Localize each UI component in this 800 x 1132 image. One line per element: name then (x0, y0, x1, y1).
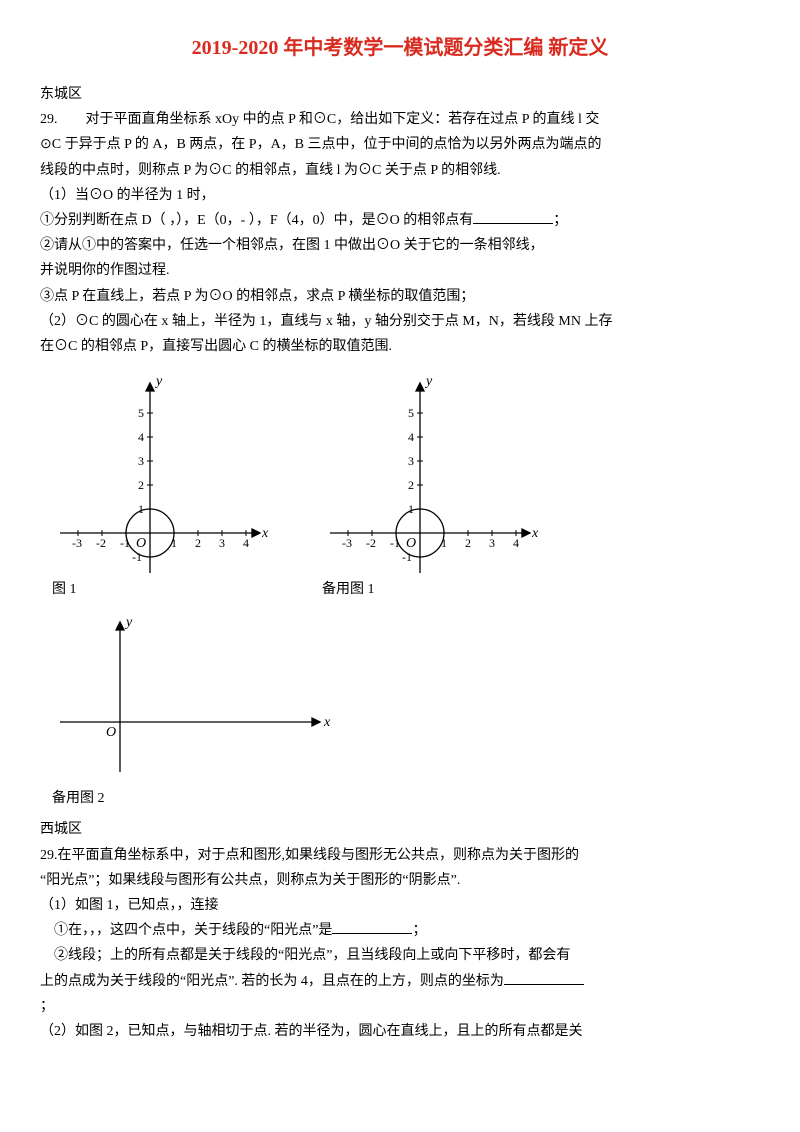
svg-text:-3: -3 (72, 536, 82, 550)
question-b: 29.在平面直角坐标系中，对于点和图形,如果线段与图形无公共点，则称点为关于图形… (40, 843, 760, 1045)
doc-title: 2019-2020 年中考数学一模试题分类汇编 新定义 (40, 30, 760, 66)
svg-text:O: O (106, 725, 116, 740)
p1: ⊙C 于异于点 P 的 A，B 两点，在 P，A，B 三点中，位于中间的点恰为以… (40, 137, 602, 152)
pb2: （1）如图 1，已知点，，连接 (40, 898, 219, 913)
caption-3: 备用图 2 (40, 786, 760, 811)
svg-text:2: 2 (408, 478, 414, 492)
p3: （1）当⊙O 的半径为 1 时， (40, 188, 215, 203)
pb6: ； (40, 999, 54, 1014)
svg-text:4: 4 (138, 430, 144, 444)
svg-text:x: x (531, 526, 539, 541)
p4: ①分别判断在点 D（ ，），E（0，- ），F（4，0）中，是⊙O 的相邻点有 (40, 213, 473, 228)
blank-1[interactable] (473, 209, 553, 224)
q-num: 29. (40, 112, 58, 127)
caption-2: 备用图 1 (310, 577, 540, 602)
p9: 在⊙C 的相邻点 P，直接写出圆心 C 的横坐标的取值范围. (40, 339, 392, 354)
svg-text:-3: -3 (342, 536, 352, 550)
p6: 并说明你的作图过程. (40, 263, 170, 278)
coord-graph-1: x y -3 -2 -1 1 2 3 4 -1 (40, 373, 270, 573)
svg-text:O: O (406, 536, 416, 551)
p0: 对于平面直角坐标系 xOy 中的点 P 和⊙C，给出如下定义：若存在过点 P 的… (58, 112, 600, 127)
svg-text:-2: -2 (96, 536, 106, 550)
svg-text:x: x (323, 715, 331, 730)
qb-num: 29. (40, 848, 58, 863)
svg-text:2: 2 (195, 536, 201, 550)
pb5: 上的点成为关于线段的“阳光点”. 若的长为 4，且点在的上方，则点的坐标为 (40, 974, 504, 989)
blank-2[interactable] (332, 919, 412, 934)
section-b-header: 西城区 (40, 817, 760, 842)
p2: 线段的中点时，则称点 P 为⊙C 的相邻点，直线 l 为⊙C 关于点 P 的相邻… (40, 163, 501, 178)
pb0: 在平面直角坐标系中，对于点和图形,如果线段与图形无公共点，则称点为关于图形的 (58, 848, 580, 863)
coord-graph-3: x y O (40, 612, 340, 782)
graphs-row-2: x y O 备用图 2 (40, 612, 760, 811)
svg-text:x: x (261, 526, 269, 541)
pb7: （2）如图 2，已知点，与轴相切于点. 若的半径为，圆心在直线上，且上的所有点都… (40, 1024, 583, 1039)
svg-text:y: y (124, 615, 133, 630)
svg-text:1: 1 (138, 502, 144, 516)
svg-text:-1: -1 (402, 550, 412, 564)
svg-text:5: 5 (408, 406, 414, 420)
graph-2-block: x y -3 -2 -1 1 2 3 4 -1 -2 1 2 (310, 373, 540, 602)
svg-text:2: 2 (465, 536, 471, 550)
graph-3-block: x y O 备用图 2 (40, 612, 760, 811)
svg-text:2: 2 (138, 478, 144, 492)
p7: ③点 P 在直线上，若点 P 为⊙O 的相邻点，求点 P 横坐标的取值范围； (40, 289, 474, 304)
svg-text:3: 3 (219, 536, 225, 550)
svg-text:5: 5 (138, 406, 144, 420)
svg-text:-2: -2 (366, 536, 376, 550)
graphs-row-1: x y -3 -2 -1 1 2 3 4 -1 (40, 373, 760, 602)
svg-text:3: 3 (138, 454, 144, 468)
question-a: 29. 对于平面直角坐标系 xOy 中的点 P 和⊙C，给出如下定义：若存在过点… (40, 107, 760, 359)
coord-graph-2: x y -3 -2 -1 1 2 3 4 -1 -2 1 2 (310, 373, 540, 573)
svg-text:4: 4 (243, 536, 249, 550)
p5: ②请从①中的答案中，任选一个相邻点，在图 1 中做出⊙O 关于它的一条相邻线， (40, 238, 544, 253)
svg-text:y: y (154, 374, 163, 389)
blank-3[interactable] (504, 970, 584, 985)
svg-text:3: 3 (489, 536, 495, 550)
pb1: “阳光点”；如果线段与图形有公共点，则称点为关于图形的“阴影点”. (40, 873, 460, 888)
graph-1-block: x y -3 -2 -1 1 2 3 4 -1 (40, 373, 270, 602)
section-a-header: 东城区 (40, 82, 760, 107)
svg-text:4: 4 (408, 430, 414, 444)
svg-text:O: O (136, 536, 146, 551)
svg-text:y: y (424, 374, 433, 389)
svg-text:4: 4 (513, 536, 519, 550)
svg-text:-1: -1 (132, 550, 142, 564)
p8: （2）⊙C 的圆心在 x 轴上，半径为 1，直线与 x 轴，y 轴分别交于点 M… (40, 314, 612, 329)
pb4: ②线段；上的所有点都是关于线段的“阳光点”，且当线段向上或向下平移时，都会有 (40, 948, 570, 963)
pb3: ①在，，，这四个点中，关于线段的“阳光点”是 (40, 923, 332, 938)
svg-text:3: 3 (408, 454, 414, 468)
svg-text:1: 1 (408, 502, 414, 516)
caption-1: 图 1 (40, 577, 270, 602)
